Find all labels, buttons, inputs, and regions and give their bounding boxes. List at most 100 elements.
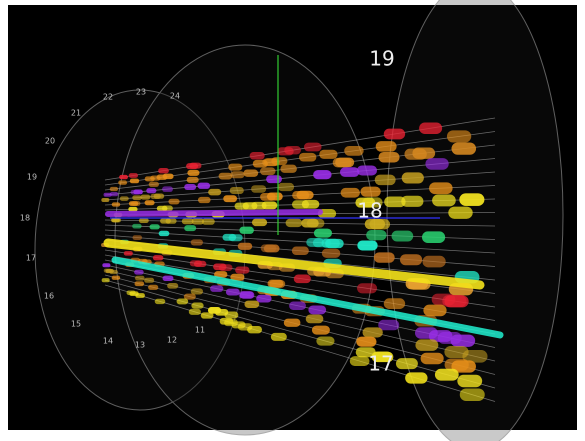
point <box>375 141 397 152</box>
point <box>401 195 424 207</box>
point <box>109 192 119 197</box>
point <box>429 182 453 195</box>
point <box>285 218 303 228</box>
point <box>134 269 144 275</box>
point <box>109 186 119 192</box>
point <box>183 293 196 300</box>
point <box>111 275 121 280</box>
point <box>190 239 203 246</box>
tick-label: 15 <box>71 320 81 329</box>
point <box>154 298 166 305</box>
point <box>366 229 387 241</box>
point <box>251 218 268 227</box>
point <box>128 173 139 178</box>
point <box>230 171 245 179</box>
point <box>444 345 469 359</box>
point <box>152 255 164 261</box>
tick-label: 19 <box>27 173 37 182</box>
point <box>140 194 151 200</box>
tick-label: 17 <box>26 254 36 263</box>
point <box>414 327 438 339</box>
point <box>223 195 238 203</box>
point <box>148 181 159 187</box>
point <box>260 167 276 176</box>
point <box>277 182 295 192</box>
point <box>462 350 488 363</box>
point <box>420 352 444 365</box>
point <box>123 251 133 256</box>
point <box>119 196 129 201</box>
point <box>146 188 157 194</box>
point <box>260 244 277 253</box>
point <box>356 165 378 176</box>
point <box>384 196 406 208</box>
point <box>102 263 111 268</box>
point <box>364 219 386 230</box>
tick-label: 12 <box>167 336 177 345</box>
track <box>104 229 496 254</box>
point <box>238 291 254 299</box>
band <box>105 209 323 217</box>
point <box>419 122 443 134</box>
point <box>422 231 446 244</box>
point <box>451 142 477 155</box>
band <box>111 256 504 339</box>
point <box>293 274 311 284</box>
point <box>432 194 456 207</box>
track <box>104 284 496 402</box>
point <box>316 336 335 346</box>
point <box>243 169 259 177</box>
ring-label: 17 <box>368 352 393 376</box>
band <box>103 238 485 290</box>
point <box>193 260 207 268</box>
point <box>378 319 400 331</box>
point <box>214 271 228 278</box>
point <box>149 224 160 230</box>
point <box>340 167 360 177</box>
point <box>181 218 194 225</box>
point <box>111 202 121 207</box>
point <box>299 152 317 162</box>
point <box>340 187 360 198</box>
point <box>291 200 310 209</box>
point <box>373 252 395 263</box>
point <box>150 175 161 181</box>
point <box>459 388 485 401</box>
track <box>104 279 496 389</box>
point <box>201 218 215 225</box>
point <box>459 193 485 206</box>
point <box>303 142 322 152</box>
point <box>207 307 221 314</box>
point <box>225 288 240 296</box>
point <box>355 347 376 358</box>
point <box>176 298 189 305</box>
point <box>291 246 309 256</box>
point <box>306 237 324 247</box>
labels: 19 18 17 24 23 22 21 20 19 18 17 16 15 14 13 12 11 <box>20 47 395 376</box>
tick-label: 13 <box>135 341 145 350</box>
tick-label: 24 <box>170 92 180 101</box>
point <box>130 201 141 206</box>
point <box>357 240 378 251</box>
point <box>383 128 406 140</box>
point <box>360 186 381 197</box>
point <box>292 190 310 200</box>
point <box>442 295 467 308</box>
tick-label: 21 <box>71 109 81 118</box>
point <box>239 226 254 234</box>
point <box>311 325 330 335</box>
point <box>305 314 324 324</box>
point <box>266 175 282 184</box>
point <box>111 218 120 223</box>
point <box>362 327 383 338</box>
point <box>150 193 161 199</box>
point <box>383 298 406 309</box>
point <box>313 228 332 238</box>
point <box>197 182 211 189</box>
point <box>132 223 142 229</box>
point <box>321 238 340 248</box>
point <box>301 218 319 228</box>
point <box>425 158 449 170</box>
point <box>371 351 393 362</box>
